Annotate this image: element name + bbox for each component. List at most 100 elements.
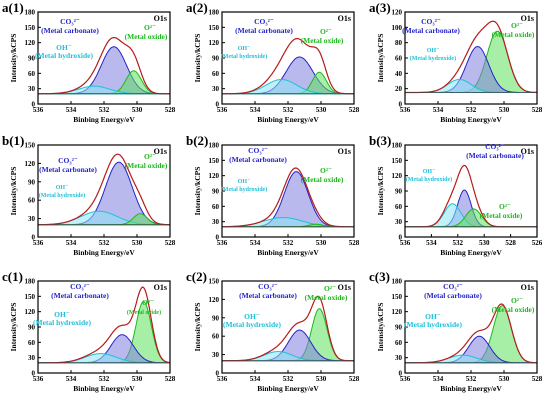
- carbonate-label: CO₃²⁻: [58, 156, 78, 165]
- y-axis-label: Intensity/kCPS: [193, 34, 202, 83]
- x-tick-label: 530: [316, 239, 327, 247]
- oxide-label: O²⁻: [499, 202, 511, 211]
- x-axis-label: Binbing Energy/eV: [73, 248, 135, 257]
- y-tick-label: 60: [395, 339, 403, 347]
- y-tick-label: 150: [392, 157, 403, 165]
- oxide-label: O²⁻: [144, 152, 156, 161]
- hydroxide-label: OH⁻: [238, 46, 251, 52]
- envelope-line: [222, 295, 354, 362]
- x-axis-label: Binbing Energy/eV: [257, 115, 319, 124]
- x-tick-label: 528: [349, 375, 360, 383]
- x-tick-label: 528: [165, 239, 176, 247]
- carbonate-sublabel: (Metal carbonate): [51, 291, 109, 300]
- oxide-sublabel: (Metal oxide): [301, 36, 344, 45]
- hydroxide-sublabel: (Metal hydroxide): [404, 320, 462, 329]
- x-tick-label: 532: [99, 375, 110, 383]
- spectrum-label: O1s: [338, 14, 351, 23]
- y-tick-label: 120: [392, 172, 403, 180]
- panel-label: b(3): [369, 133, 391, 148]
- y-tick-label: 60: [28, 70, 36, 78]
- x-tick-label: 530: [499, 106, 510, 114]
- y-tick-label: 30: [212, 351, 220, 359]
- oxide-sublabel: (Metal oxide): [492, 30, 535, 39]
- carbonate-label: CO₃²⁻: [421, 17, 441, 26]
- x-tick-label: 528: [165, 375, 176, 383]
- x-tick-label: 536: [400, 239, 411, 247]
- hydroxide-sublabel: (Metal hydroxide): [221, 186, 267, 193]
- hydroxide-label: OH⁻: [56, 185, 69, 191]
- y-axis-label: Intensity/kCPS: [9, 303, 18, 352]
- carbonate-sublabel: (Metal carbonate): [235, 26, 293, 35]
- y-axis-label: Intensity/kCPS: [376, 34, 385, 83]
- panel-label: a(1): [2, 0, 24, 15]
- carbonate-sublabel: (Metal carbonate): [402, 26, 460, 35]
- x-tick-label: 532: [466, 375, 477, 383]
- oxide-sublabel: (Metal oxide): [125, 32, 168, 41]
- y-tick-label: 30: [28, 85, 36, 93]
- y-tick-label: 20: [395, 85, 403, 93]
- oxide-sublabel: (Metal oxide): [127, 309, 161, 316]
- y-tick-label: 60: [212, 70, 220, 78]
- x-tick-label: 532: [453, 239, 464, 247]
- x-tick-label: 530: [316, 106, 327, 114]
- x-tick-label: 532: [283, 106, 294, 114]
- y-tick-label: 180: [392, 278, 403, 286]
- panel-label: b(1): [2, 133, 24, 148]
- y-axis-label: Intensity/kCPS: [9, 34, 18, 83]
- panel-b1: 536 534 532 530 528 0 30 60 90 120 150 Binbing Ener…: [2, 133, 176, 257]
- y-tick-label: 150: [25, 293, 36, 301]
- y-tick-label: 60: [28, 197, 36, 205]
- hydroxide-sublabel: (Metal hydroxide): [223, 320, 281, 329]
- x-tick-label: 534: [66, 239, 77, 247]
- oxide-label: O²⁻: [144, 23, 156, 32]
- y-tick-label: 150: [209, 24, 220, 32]
- y-tick-label: 120: [25, 160, 36, 168]
- carbonate-label: CO₃²⁻: [443, 282, 463, 291]
- y-tick-label: 80: [395, 39, 403, 47]
- envelope-line: [222, 167, 354, 228]
- x-tick-label: 534: [433, 375, 444, 383]
- y-tick-label: 180: [25, 9, 36, 17]
- x-axis-label: Binbing Energy/eV: [73, 384, 135, 393]
- spectrum-label: O1s: [521, 283, 534, 292]
- y-tick-label: 120: [25, 39, 36, 47]
- y-tick-label: 0: [32, 370, 36, 378]
- hydroxide-label: OH⁻: [427, 48, 440, 54]
- y-tick-label: 0: [216, 234, 220, 242]
- y-tick-label: 180: [25, 278, 36, 286]
- x-tick-label: 536: [33, 106, 44, 114]
- y-tick-label: 0: [32, 234, 36, 242]
- y-tick-label: 0: [399, 101, 403, 109]
- carbonate-sublabel: (Metal carbonate): [466, 151, 524, 160]
- x-tick-label: 526: [532, 239, 543, 247]
- carbonate-label: CO₃²⁻: [258, 282, 278, 291]
- hydroxide-sublabel: (Metal hydroxide): [35, 51, 93, 60]
- y-tick-label: 30: [395, 354, 403, 362]
- x-tick-label: 534: [66, 106, 77, 114]
- x-tick-label: 528: [165, 106, 176, 114]
- hydroxide-sublabel: (Metal hydroxide): [221, 53, 267, 60]
- panel-c3: 536 534 532 530 528 0 30 60 90 120 150 180 Binbing E…: [369, 269, 543, 393]
- spectrum-label: O1s: [521, 14, 534, 23]
- y-tick-label: 90: [212, 188, 220, 196]
- spectrum-label: O1s: [154, 147, 167, 156]
- spectrum-label: O1s: [154, 283, 167, 292]
- hydroxide-label: OH⁻: [56, 43, 72, 52]
- oxide-label: O²⁻: [324, 284, 336, 293]
- x-tick-label: 534: [250, 106, 261, 114]
- carbonate-sublabel: (Metal carbonate): [229, 155, 287, 164]
- y-tick-label: 30: [212, 218, 220, 226]
- y-tick-label: 60: [395, 55, 403, 63]
- spectrum-label: O1s: [154, 14, 167, 23]
- y-tick-label: 0: [399, 234, 403, 242]
- y-tick-label: 0: [32, 101, 36, 109]
- x-tick-label: 528: [349, 239, 360, 247]
- carbonate-label: CO₃²⁻: [485, 142, 505, 151]
- y-axis-label: Intensity/kCPS: [376, 167, 385, 216]
- panel-a3: 536 534 532 530 528 0 20 40 60 80 100 120 Binbing En…: [369, 0, 543, 124]
- y-tick-label: 30: [28, 215, 36, 223]
- y-tick-label: 90: [28, 55, 36, 63]
- panel-b3: 536 534 532 530 528 526 0 30 60 90 120 150 180 Binbin…: [369, 133, 543, 257]
- y-tick-label: 120: [392, 9, 403, 17]
- x-tick-label: 536: [400, 375, 411, 383]
